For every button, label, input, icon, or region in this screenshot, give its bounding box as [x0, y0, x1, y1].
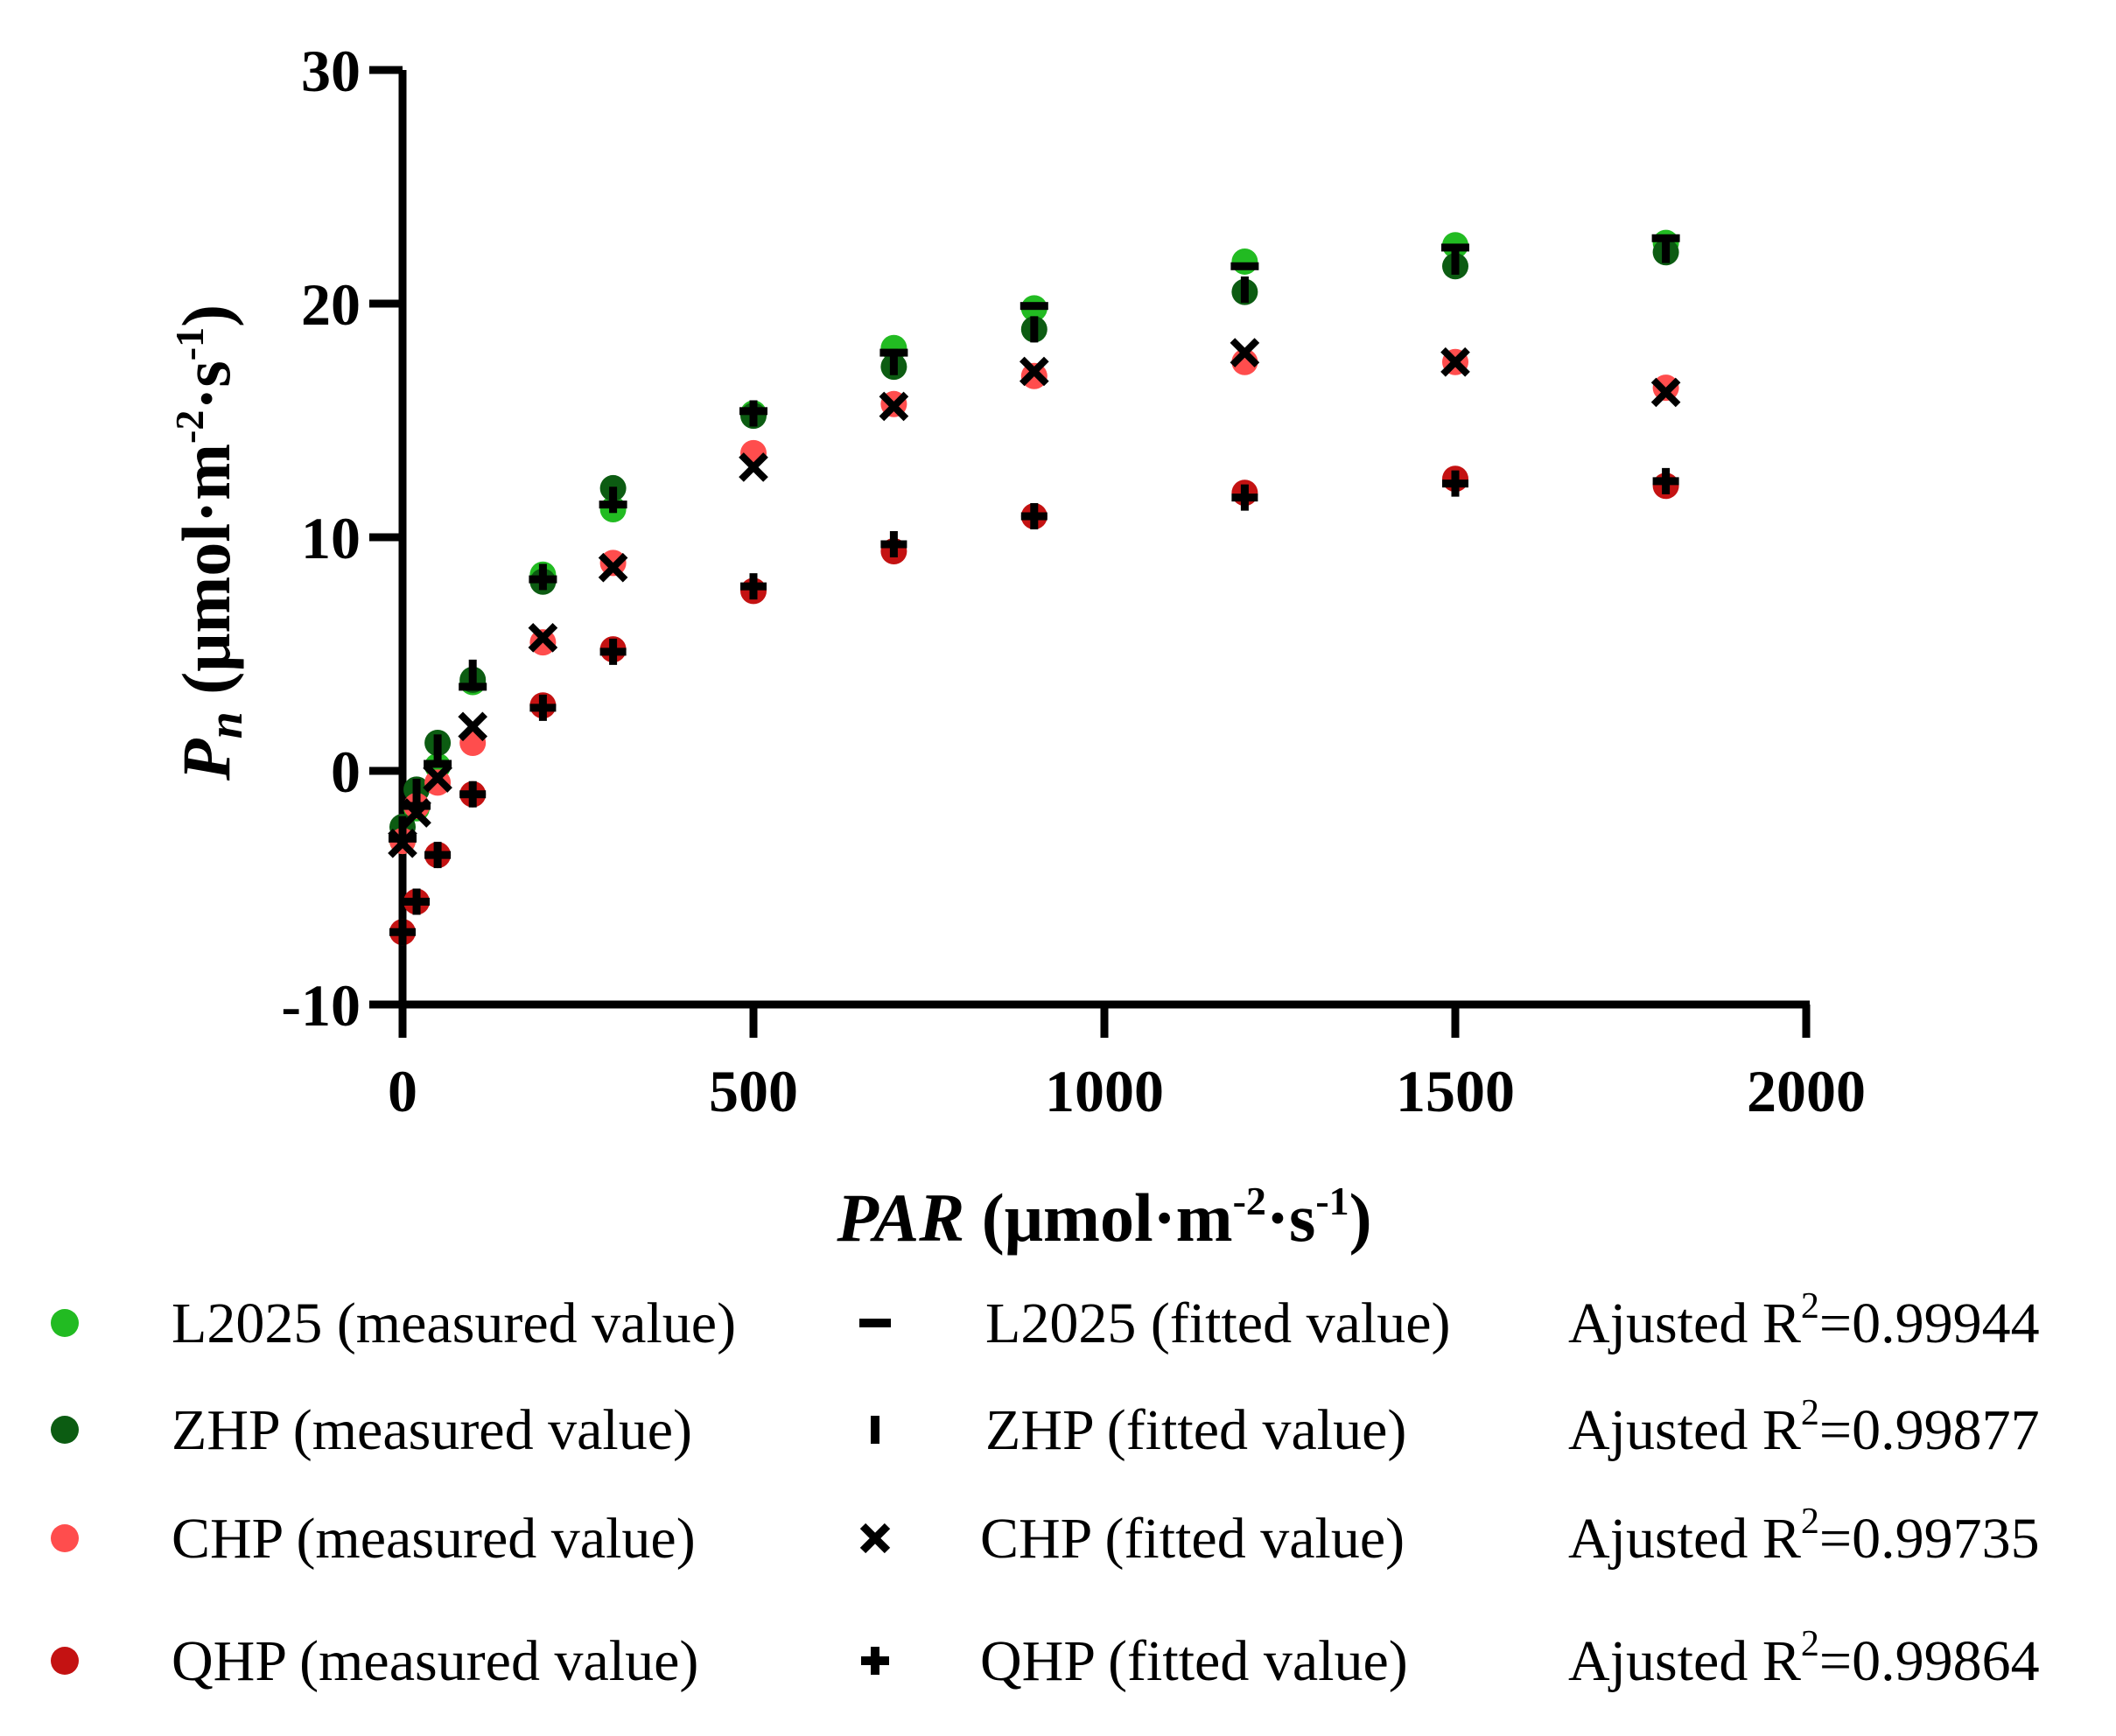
- fitted-x-mark: [423, 763, 452, 793]
- y-tick-label: 10: [301, 505, 361, 571]
- fitted-x-mark: [388, 828, 417, 858]
- x-tick-label: 1500: [1396, 1058, 1515, 1124]
- chart: -10 0 10 20 30 0 500 1000 1500 2000 PAR (μmol·m-2…: [167, 38, 1866, 1256]
- fitted-plus-mark: [529, 694, 557, 721]
- x-tick-label: 1000: [1045, 1058, 1164, 1124]
- legend-x-icon: [859, 1522, 891, 1554]
- fitted-x-mark: [1650, 377, 1681, 408]
- fitted-x-mark: [879, 391, 909, 422]
- x-tick-label: 500: [709, 1058, 798, 1124]
- legend-swatch-circle: [51, 1524, 79, 1552]
- series-qhp-fitted-value: [389, 467, 1679, 946]
- series-chp-fitted-value: [388, 338, 1681, 858]
- fitted-vbar-mark: [433, 734, 442, 761]
- fitted-plus-mark: [1231, 484, 1258, 511]
- fitted-vbar-mark: [1662, 236, 1671, 263]
- legend-row: CHP (measured value) CHP (fitted value) …: [0, 1500, 2116, 1596]
- legend-swatch-circle: [51, 1647, 79, 1675]
- fitted-vbar-mark: [609, 486, 618, 514]
- legend-circle: [51, 1309, 79, 1337]
- legend-r2: Ajusted R2=0.99944: [1568, 1286, 2040, 1355]
- legend-circle: [51, 1647, 79, 1675]
- y-tick-label: 30: [301, 38, 361, 104]
- fitted-x-mark: [1230, 338, 1260, 368]
- fitted-dash-mark: [403, 802, 431, 810]
- legend-measured-label: ZHP (measured value): [172, 1398, 692, 1462]
- fitted-plus-mark: [1020, 502, 1047, 529]
- fitted-plus-mark: [599, 638, 627, 665]
- chart-marks: [388, 229, 1681, 946]
- y-axis-title: Pn (μmol·m-2·s-1): [167, 304, 253, 781]
- legend-measured-label: L2025 (measured value): [172, 1292, 737, 1355]
- fitted-vbar-mark: [1030, 316, 1039, 343]
- fitted-dash-mark: [1230, 262, 1259, 270]
- fitted-vbar-mark: [412, 779, 421, 806]
- legend-plus-icon: [861, 1647, 889, 1675]
- fitted-vbar-mark: [538, 564, 547, 591]
- fitted-plus-mark: [459, 780, 487, 808]
- fitted-dash-mark: [1441, 243, 1469, 252]
- data-point: [1231, 248, 1258, 275]
- y-tick-label: -10: [281, 972, 361, 1039]
- fitted-dash-mark: [1019, 302, 1048, 311]
- fitted-vbar-mark: [398, 816, 407, 843]
- y-tick-label: 0: [331, 738, 361, 805]
- legend-swatch-circle: [51, 1309, 79, 1337]
- legend-r2: Ajusted R2=0.99877: [1568, 1393, 2040, 1462]
- fitted-x-mark: [402, 798, 431, 828]
- fitted-x-mark: [598, 552, 628, 583]
- legend-row: L2025 (measured value) L2025 (fitted val…: [0, 1284, 2116, 1381]
- legend: L2025 (measured value) L2025 (fitted val…: [0, 1284, 2116, 1722]
- legend-dash-icon: [859, 1319, 891, 1327]
- legend-row: ZHP (measured value) ZHP (fitted value) …: [0, 1391, 2116, 1488]
- fitted-vbar-mark: [1240, 276, 1249, 303]
- legend-measured-label: QHP (measured value): [172, 1629, 699, 1693]
- x-tick-label: 2000: [1747, 1058, 1866, 1124]
- fitted-dash-mark: [424, 760, 452, 768]
- fitted-x-mark: [739, 452, 768, 482]
- legend-row: QHP (measured value) QHP (fitted value) …: [0, 1622, 2116, 1718]
- fitted-x-mark: [458, 711, 488, 742]
- legend-measured-label: CHP (measured value): [172, 1507, 696, 1571]
- legend-fitted-label: CHP (fitted value): [980, 1507, 1405, 1571]
- legend-vbar-icon: [871, 1416, 879, 1444]
- fitted-plus-mark: [424, 842, 452, 869]
- series-zhp-fitted-value: [398, 236, 1671, 843]
- legend-fitted-label: L2025 (fitted value): [985, 1292, 1451, 1355]
- fitted-vbar-mark: [468, 659, 477, 686]
- fitted-plus-mark: [403, 888, 431, 915]
- fitted-x-mark: [1019, 356, 1049, 387]
- axes: -10 0 10 20 30 0 500 1000 1500 2000: [281, 38, 1866, 1124]
- fitted-vbar-mark: [749, 400, 758, 427]
- legend-circle: [51, 1524, 79, 1552]
- fitted-plus-mark: [740, 573, 767, 600]
- x-axis-title: PAR (μmol·m-2·s-1): [836, 1179, 1371, 1256]
- fitted-plus-mark: [389, 919, 416, 946]
- fitted-dash-mark: [459, 682, 487, 691]
- fitted-x-mark: [1440, 346, 1470, 377]
- fitted-plus-mark: [1652, 467, 1679, 494]
- fitted-vbar-mark: [889, 348, 898, 375]
- legend-circle: [51, 1416, 79, 1444]
- legend-r2: Ajusted R2=0.99735: [1568, 1502, 2040, 1571]
- legend-r2: Ajusted R2=0.99864: [1568, 1624, 2040, 1693]
- y-tick-label: 20: [301, 271, 361, 338]
- x-tick-label: 0: [388, 1058, 417, 1124]
- fitted-plus-mark: [880, 531, 907, 558]
- series-qhp-measured-value: [389, 466, 1679, 946]
- legend-fitted-label: QHP (fitted value): [980, 1629, 1408, 1693]
- series-chp-measured-value: [389, 348, 1679, 855]
- fitted-vbar-mark: [1451, 248, 1460, 275]
- fitted-plus-mark: [1442, 470, 1468, 497]
- legend-fitted-label: ZHP (fitted value): [985, 1398, 1407, 1462]
- fitted-x-mark: [528, 622, 558, 653]
- legend-swatch-circle: [51, 1416, 79, 1444]
